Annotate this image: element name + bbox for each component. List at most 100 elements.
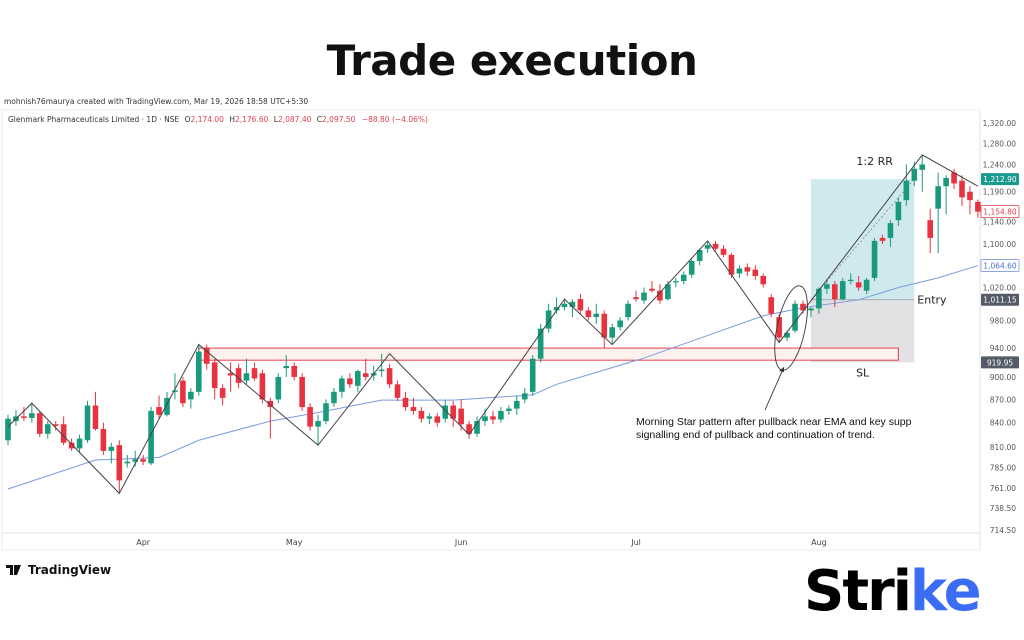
open-value: 2,174.00 <box>190 115 224 124</box>
candle-body <box>625 303 631 318</box>
sl-label: SL <box>856 366 870 379</box>
candle-body <box>537 328 544 359</box>
brand-text: Stri <box>804 559 912 624</box>
candle-body <box>704 245 711 249</box>
candle-body <box>76 438 83 449</box>
candle-body <box>378 369 385 372</box>
candle-body <box>442 405 449 419</box>
candle-body <box>235 368 242 383</box>
candle-body <box>474 421 480 434</box>
candle-body <box>466 424 472 434</box>
candle-body <box>744 267 751 272</box>
candle-body <box>402 397 409 408</box>
candle-body <box>315 421 321 427</box>
candle-body <box>514 400 520 409</box>
candle-body <box>577 299 584 311</box>
candle-body <box>545 310 552 329</box>
chart-credit: mohnish76maurya created with TradingView… <box>4 97 309 106</box>
y-tick-label: 1,240.00 <box>983 160 1017 169</box>
close-value: 2,097.50 <box>322 115 356 124</box>
candle-body <box>816 288 822 309</box>
candle-body <box>291 365 297 377</box>
zigzag-line <box>7 154 979 495</box>
candle-body <box>386 368 393 385</box>
x-tick-label: Jun <box>454 538 468 547</box>
low-value: 2,087.40 <box>277 115 312 124</box>
y-tick-label: 870.00 <box>990 395 1016 404</box>
target-dotted-line <box>810 178 915 300</box>
rr-label: 1:2 RR <box>856 155 893 168</box>
candle-body <box>418 410 425 419</box>
candle-body <box>601 313 608 338</box>
candle-body <box>839 281 846 300</box>
candle-body <box>585 310 592 318</box>
tradingview-logo: TradingView <box>6 563 111 577</box>
y-tick-label: 714.50 <box>990 526 1016 535</box>
strike-logo: Strike <box>804 559 982 624</box>
y-tick-label: 1,280.00 <box>983 139 1017 148</box>
candle-body <box>506 408 512 411</box>
candle-body <box>959 180 965 198</box>
candle-body <box>323 403 329 422</box>
candle-body <box>116 445 123 481</box>
candle-body <box>434 416 441 423</box>
price-label: 1,212.90 <box>983 175 1017 184</box>
candle-body <box>100 429 107 451</box>
candle-body <box>108 446 115 451</box>
price-label: 919.95 <box>987 358 1013 367</box>
candle-body <box>720 248 727 255</box>
price-label-bg <box>981 293 1019 306</box>
candle-body <box>331 391 337 404</box>
candle-body <box>355 371 361 386</box>
x-tick-label: Apr <box>136 538 151 547</box>
x-tick-label: May <box>286 538 303 547</box>
candle-body <box>203 348 210 364</box>
candle-body <box>712 243 719 249</box>
candle-body <box>696 249 703 261</box>
y-tick-label: 785.00 <box>990 464 1016 473</box>
candle-body <box>211 362 218 389</box>
candle-body <box>792 303 798 331</box>
candle-body <box>188 391 194 400</box>
candle-body <box>593 313 600 318</box>
page-title: Trade execution <box>326 36 698 85</box>
candle-body <box>609 327 615 338</box>
candle-body <box>394 384 401 398</box>
candle-body <box>649 288 655 291</box>
y-tick-label: 840.00 <box>990 419 1016 428</box>
candle-body <box>680 274 687 282</box>
support-zone <box>198 347 899 361</box>
candle-body <box>299 376 305 408</box>
price-label: 1,154.80 <box>983 208 1017 217</box>
price-label: 1,011.15 <box>983 296 1017 305</box>
candle-body <box>879 237 886 241</box>
candle-body <box>362 373 369 377</box>
candle-body <box>736 268 743 274</box>
candle-body <box>490 416 496 420</box>
candle-body <box>529 358 536 392</box>
candle-body <box>927 220 933 238</box>
candle-body <box>37 413 43 434</box>
candle-body <box>633 297 639 300</box>
candle-body <box>52 424 59 426</box>
candle-body <box>808 308 814 311</box>
annotation-arrow <box>764 366 785 411</box>
candle-body <box>824 284 830 289</box>
candle-body <box>482 416 488 422</box>
candle-body <box>863 279 870 291</box>
candle-body <box>855 282 862 288</box>
price-label-bg <box>980 205 1020 219</box>
candle-body <box>339 378 345 392</box>
y-tick-label: 1,140.00 <box>983 218 1017 227</box>
candle-body <box>283 365 290 369</box>
candle-body <box>943 177 949 187</box>
candle-body <box>180 380 186 404</box>
candle-body <box>60 424 67 443</box>
candle-body <box>967 191 973 201</box>
candle-body <box>911 168 918 181</box>
candle-body <box>832 284 838 300</box>
y-tick-label: 1,020.00 <box>983 284 1017 293</box>
price-label-bg <box>980 259 1020 272</box>
candle-body <box>84 405 91 441</box>
